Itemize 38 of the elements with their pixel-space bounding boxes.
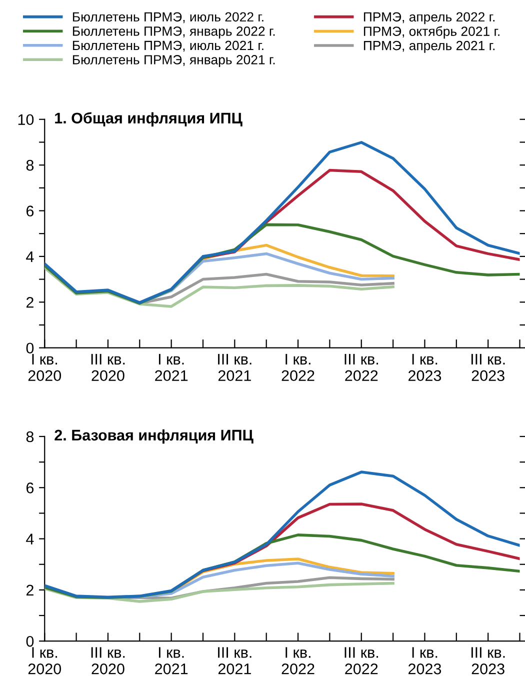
y-tick-label: 2 [26,584,34,596]
x-tick-label: III кв. 2022 [344,647,378,674]
legend-label: ПРМЭ, октябрь 2021 г. [364,26,500,39]
legend-label: Бюллетень ПРМЭ, январь 2022 г. [72,26,275,38]
y-tick-label: 0 [26,636,34,647]
x-tick-label: I кв. 2023 [408,647,442,674]
legend-label: Бюллетень ПРМЭ, январь 2021 г. [72,55,275,68]
y-tick-label: 10 [18,114,34,126]
x-tick-label: I кв. 2021 [155,647,188,674]
line-series [44,141,520,304]
x-tick-label: III кв. 2021 [218,647,252,674]
line-series [44,470,520,598]
legend-label: ПРМЭ, апрель 2022 г. [364,12,494,24]
x-tick-label: III кв. 2022 [344,354,378,382]
chart-title: 1. Общая инфляция ИПЦ [55,112,242,127]
x-tick-label: I кв. 2022 [282,647,314,674]
x-tick-label: I кв. 2021 [155,354,188,382]
x-tick-label: III кв. 2020 [91,354,125,382]
y-tick-label: 6 [26,206,34,216]
y-tick-label: 6 [26,482,34,494]
x-tick-label: III кв. 2021 [218,354,252,382]
y-tick-label: 4 [26,251,34,262]
x-tick-label: III кв. 2023 [471,354,505,382]
y-tick-label: 0 [26,342,34,354]
x-tick-label: III кв. 2020 [91,647,125,674]
y-tick-label: 2 [26,296,34,308]
y-tick-label: 8 [26,431,34,442]
legend-label: Бюллетень ПРМЭ, июль 2021 г. [72,40,264,52]
x-tick-label: I кв. 2020 [28,647,62,674]
x-tick-label: I кв. 2023 [408,354,442,382]
chart-title: 2. Базовая инфляция ИПЦ [54,429,254,444]
y-tick-label: 4 [26,534,34,544]
y-tick-label: 8 [26,160,34,171]
x-tick-label: I кв. 2020 [28,354,62,382]
legend-label: Бюллетень ПРМЭ, июль 2022 г. [72,12,264,24]
x-tick-label: I кв. 2022 [282,354,314,382]
legend-label: ПРМЭ, апрель 2021 г. [364,40,494,53]
x-tick-label: III кв. 2023 [471,647,505,674]
